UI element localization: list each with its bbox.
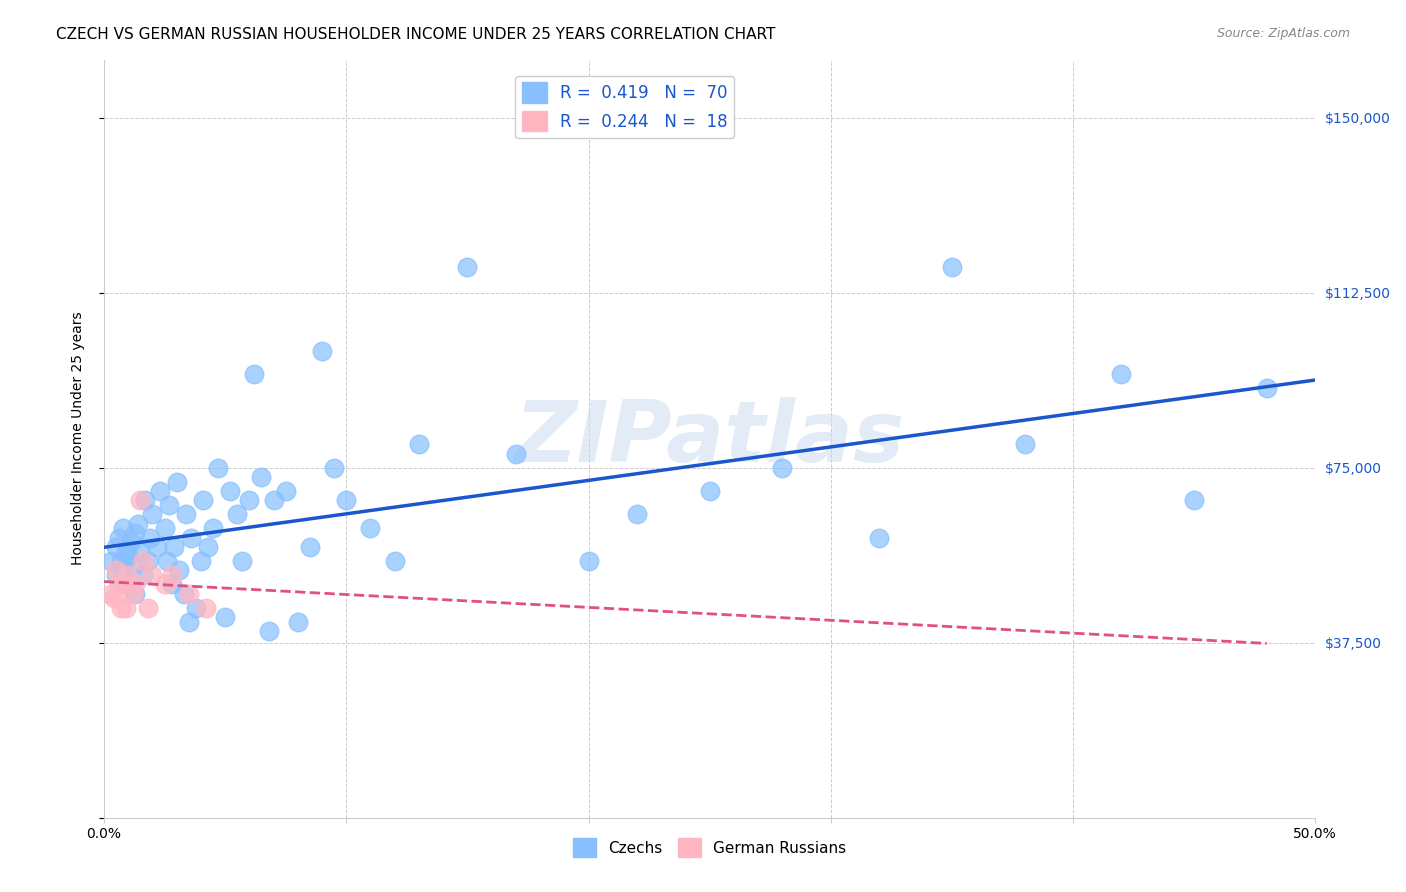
Point — [129, 545, 152, 559]
Point — [408, 437, 430, 451]
Point — [156, 554, 179, 568]
Point — [243, 368, 266, 382]
Point — [166, 475, 188, 489]
Point — [117, 568, 139, 582]
Point — [214, 610, 236, 624]
Point — [250, 470, 273, 484]
Text: ZIPatlas: ZIPatlas — [515, 397, 904, 480]
Point — [238, 493, 260, 508]
Point — [1111, 368, 1133, 382]
Text: CZECH VS GERMAN RUSSIAN HOUSEHOLDER INCOME UNDER 25 YEARS CORRELATION CHART: CZECH VS GERMAN RUSSIAN HOUSEHOLDER INCO… — [56, 27, 776, 42]
Text: Source: ZipAtlas.com: Source: ZipAtlas.com — [1216, 27, 1350, 40]
Point — [1182, 493, 1205, 508]
Point — [177, 615, 200, 629]
Point — [160, 577, 183, 591]
Point — [505, 447, 527, 461]
Point — [141, 508, 163, 522]
Point — [263, 493, 285, 508]
Point — [146, 540, 169, 554]
Point — [112, 577, 135, 591]
Point — [1014, 437, 1036, 451]
Point — [176, 508, 198, 522]
Point — [201, 521, 224, 535]
Point — [114, 600, 136, 615]
Point — [184, 600, 207, 615]
Point — [129, 493, 152, 508]
Point — [114, 577, 136, 591]
Point — [190, 554, 212, 568]
Point — [110, 554, 132, 568]
Point — [112, 521, 135, 535]
Point — [105, 568, 128, 582]
Point — [177, 587, 200, 601]
Point — [134, 493, 156, 508]
Point — [136, 600, 159, 615]
Point — [107, 577, 129, 591]
Point — [157, 498, 180, 512]
Point — [136, 554, 159, 568]
Point — [105, 540, 128, 554]
Point — [207, 460, 229, 475]
Point — [100, 587, 122, 601]
Point — [132, 568, 155, 582]
Point — [770, 460, 793, 475]
Point — [335, 493, 357, 508]
Point — [193, 493, 215, 508]
Point — [124, 577, 146, 591]
Point — [197, 540, 219, 554]
Point — [626, 508, 648, 522]
Point — [122, 587, 145, 601]
Point — [139, 531, 162, 545]
Point — [114, 545, 136, 559]
Point — [153, 521, 176, 535]
Legend: R =  0.419   N =  70, R =  0.244   N =  18: R = 0.419 N = 70, R = 0.244 N = 18 — [515, 76, 734, 138]
Point — [941, 260, 963, 275]
Point — [456, 260, 478, 275]
Point — [107, 531, 129, 545]
Point — [384, 554, 406, 568]
Point — [180, 531, 202, 545]
Point — [127, 516, 149, 531]
Point — [132, 554, 155, 568]
Point — [231, 554, 253, 568]
Point — [257, 624, 280, 638]
Point — [122, 558, 145, 573]
Point — [287, 615, 309, 629]
Point — [117, 549, 139, 564]
Point — [163, 540, 186, 554]
Point — [105, 563, 128, 577]
Point — [141, 568, 163, 582]
Point — [103, 591, 125, 606]
Point — [112, 563, 135, 577]
Point — [699, 484, 721, 499]
Point — [124, 526, 146, 541]
Point — [100, 554, 122, 568]
Point — [219, 484, 242, 499]
Point — [359, 521, 381, 535]
Point — [120, 535, 142, 549]
Point — [153, 577, 176, 591]
Point — [578, 554, 600, 568]
Point — [149, 484, 172, 499]
Point — [274, 484, 297, 499]
Point — [868, 531, 890, 545]
Point — [298, 540, 321, 554]
Point — [167, 563, 190, 577]
Point — [160, 568, 183, 582]
Point — [173, 587, 195, 601]
Point — [124, 587, 146, 601]
Point — [226, 508, 249, 522]
Point — [110, 600, 132, 615]
Point — [1256, 381, 1278, 395]
Point — [323, 460, 346, 475]
Point — [311, 344, 333, 359]
Y-axis label: Householder Income Under 25 years: Householder Income Under 25 years — [72, 312, 86, 566]
Point — [194, 600, 217, 615]
